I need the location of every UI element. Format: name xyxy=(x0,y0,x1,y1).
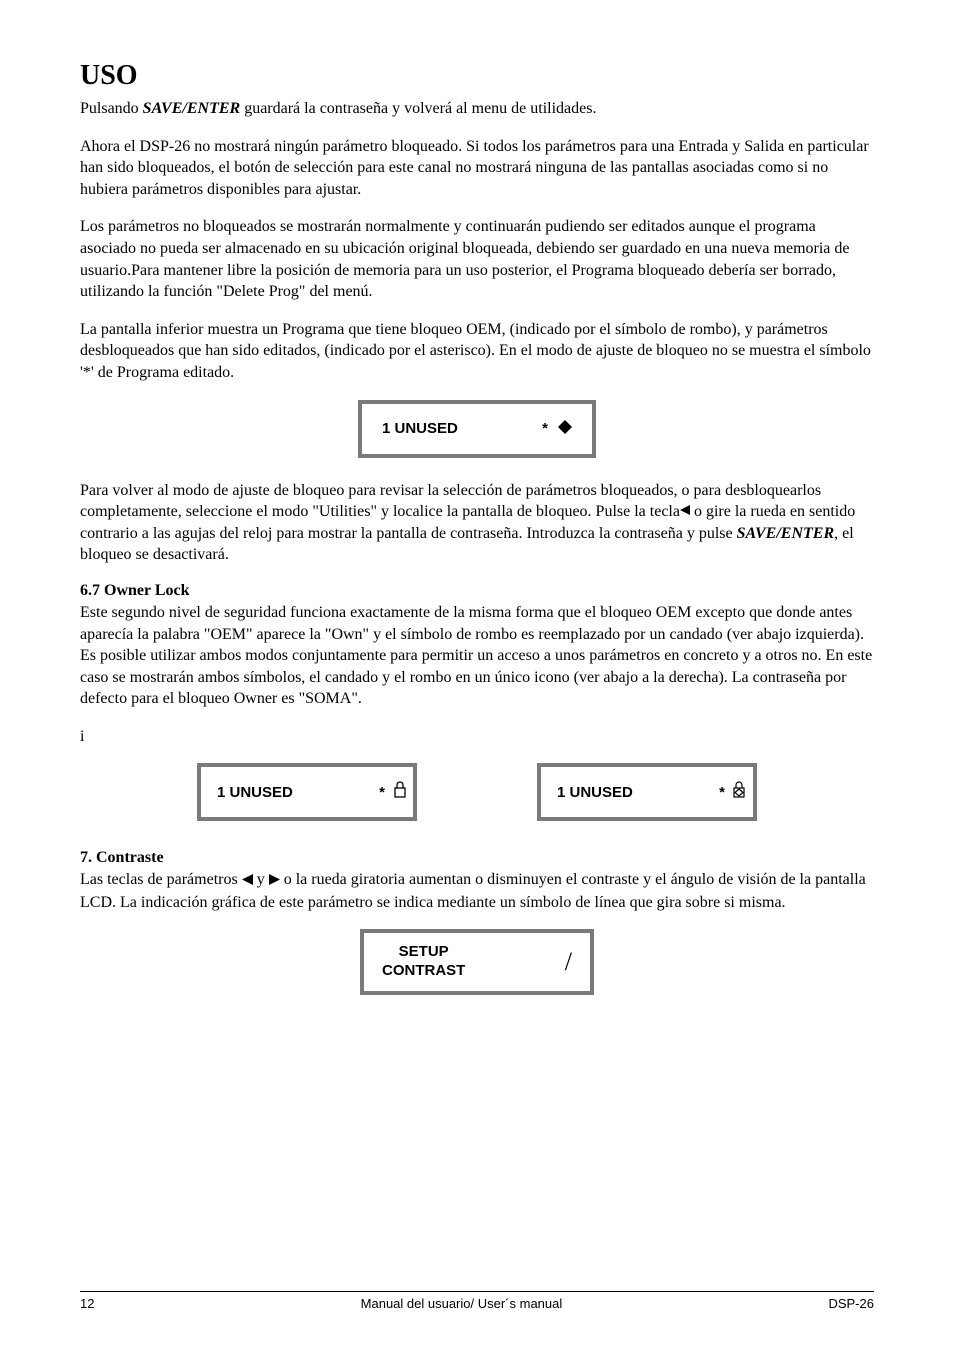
p1-em: SAVE/ENTER xyxy=(143,100,241,117)
slash-icon: / xyxy=(565,947,572,977)
lcd-display-1-wrap: 1 UNUSED * xyxy=(80,400,874,458)
lcd-display-4: SETUP CONTRAST / xyxy=(360,929,594,995)
lcd4-line2: CONTRAST xyxy=(382,962,465,981)
paragraph-2: Ahora el DSP-26 no mostrará ningún parám… xyxy=(80,136,874,201)
triangle-right-solid-icon xyxy=(269,870,280,892)
lcd2-star: * xyxy=(379,784,385,801)
section-6-7-body: Este segundo nivel de seguridad funciona… xyxy=(80,602,874,710)
paragraph-5: Para volver al modo de ajuste de bloqueo… xyxy=(80,480,874,566)
paragraph-4: La pantalla inferior muestra un Programa… xyxy=(80,319,874,384)
page-footer: 12 Manual del usuario/ User´s manual DSP… xyxy=(80,1291,874,1311)
lcd1-text: 1 UNUSED xyxy=(382,420,458,437)
diamond-icon xyxy=(558,420,572,438)
padlock-diamond-icon xyxy=(731,781,747,803)
lcd3-text: 1 UNUSED xyxy=(557,784,633,801)
footer-center-text: Manual del usuario/ User´s manual xyxy=(361,1296,563,1311)
footer-page-number: 12 xyxy=(80,1296,94,1311)
padlock-icon xyxy=(393,781,407,803)
triangle-left-icon xyxy=(680,505,690,520)
section-7-head: 7. Contraste xyxy=(80,849,874,867)
lcd2-text: 1 UNUSED xyxy=(217,784,293,801)
p5-em: SAVE/ENTER xyxy=(737,525,835,542)
s7-a: Las teclas de parámetros xyxy=(80,871,242,888)
lcd4-line1: SETUP xyxy=(382,943,465,962)
paragraph-3: Los parámetros no bloqueados se mostrará… xyxy=(80,216,874,302)
footer-rule xyxy=(80,1291,874,1292)
footer-right-text: DSP-26 xyxy=(828,1296,874,1311)
triangle-left-solid-icon xyxy=(242,870,253,892)
s7-b: y xyxy=(253,871,269,888)
section-7-body: Las teclas de parámetros y o la rueda gi… xyxy=(80,869,874,913)
lcd-display-2: 1 UNUSED * xyxy=(197,763,417,821)
page-title: USO xyxy=(80,60,874,92)
section-6-7-head: 6.7 Owner Lock xyxy=(80,582,874,600)
lcd-display-3: 1 UNUSED * xyxy=(537,763,757,821)
lcd1-star: * xyxy=(542,420,548,437)
lcd-display-4-wrap: SETUP CONTRAST / xyxy=(80,929,874,995)
lcd-row: 1 UNUSED * 1 UNUSED * xyxy=(80,763,874,821)
lcd3-star: * xyxy=(719,784,725,801)
paragraph-1: Pulsando SAVE/ENTER guardará la contrase… xyxy=(80,98,874,120)
p1-a: Pulsando xyxy=(80,100,143,117)
stray-i: i xyxy=(80,726,874,748)
lcd-display-1: 1 UNUSED * xyxy=(358,400,596,458)
p1-b: guardará la contraseña y volverá al menu… xyxy=(240,100,596,117)
